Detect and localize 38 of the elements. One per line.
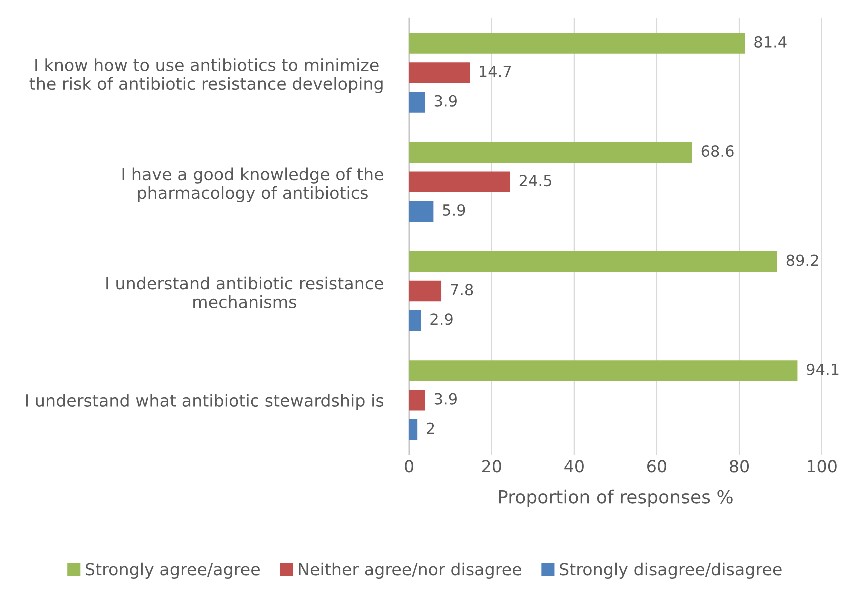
y-tick-label: I have a good knowledge of the pharmacology of antibiotics: [122, 168, 384, 203]
data-label: 7.8: [451, 284, 474, 296]
data-label: 24.5: [520, 175, 552, 187]
data-label: 68.6: [702, 146, 734, 158]
bar: [409, 420, 418, 440]
data-label: 3.9: [434, 393, 457, 405]
bar: [409, 310, 422, 332]
x-tick-label: 40: [564, 460, 584, 473]
data-label: 5.9: [443, 204, 466, 216]
data-label: 14.7: [480, 66, 512, 78]
bar: [409, 390, 426, 411]
x-tick-label: 100: [808, 460, 837, 473]
legend-label: Neither agree/nor disagree: [299, 562, 522, 579]
bar: [409, 62, 470, 84]
bar: [409, 280, 442, 302]
bar: [409, 172, 510, 193]
data-label: 81.4: [754, 36, 787, 48]
bar: [409, 201, 434, 222]
bar: [409, 360, 798, 382]
bar: [409, 33, 746, 54]
x-tick-label: 20: [482, 460, 502, 473]
data-label: 94.1: [807, 364, 839, 376]
data-label: 3.9: [434, 95, 457, 107]
x-axis-title: Proportion of responses %: [499, 490, 733, 508]
y-tick-label: I know how to use antibiotics to minimize the risk of antibiotic resistance developing: [30, 58, 383, 94]
x-tick-label: 0: [405, 460, 414, 473]
bar: [409, 251, 778, 272]
legend-label: Strongly agree/agree: [86, 562, 260, 579]
bar: [409, 142, 692, 164]
x-tick-label: 60: [648, 460, 666, 473]
data-label: 89.2: [786, 254, 818, 266]
data-label: 2: [427, 422, 434, 434]
y-tick-label: I understand what antibiotic stewardship is: [26, 394, 384, 410]
y-tick-label: I understand antibiotic resistance mechanisms: [106, 276, 384, 308]
bar: [409, 92, 426, 113]
data-label: 2.9: [430, 314, 453, 326]
legend-label: Strongly disagree/disagree: [560, 562, 782, 579]
x-tick-label: 80: [730, 460, 750, 473]
